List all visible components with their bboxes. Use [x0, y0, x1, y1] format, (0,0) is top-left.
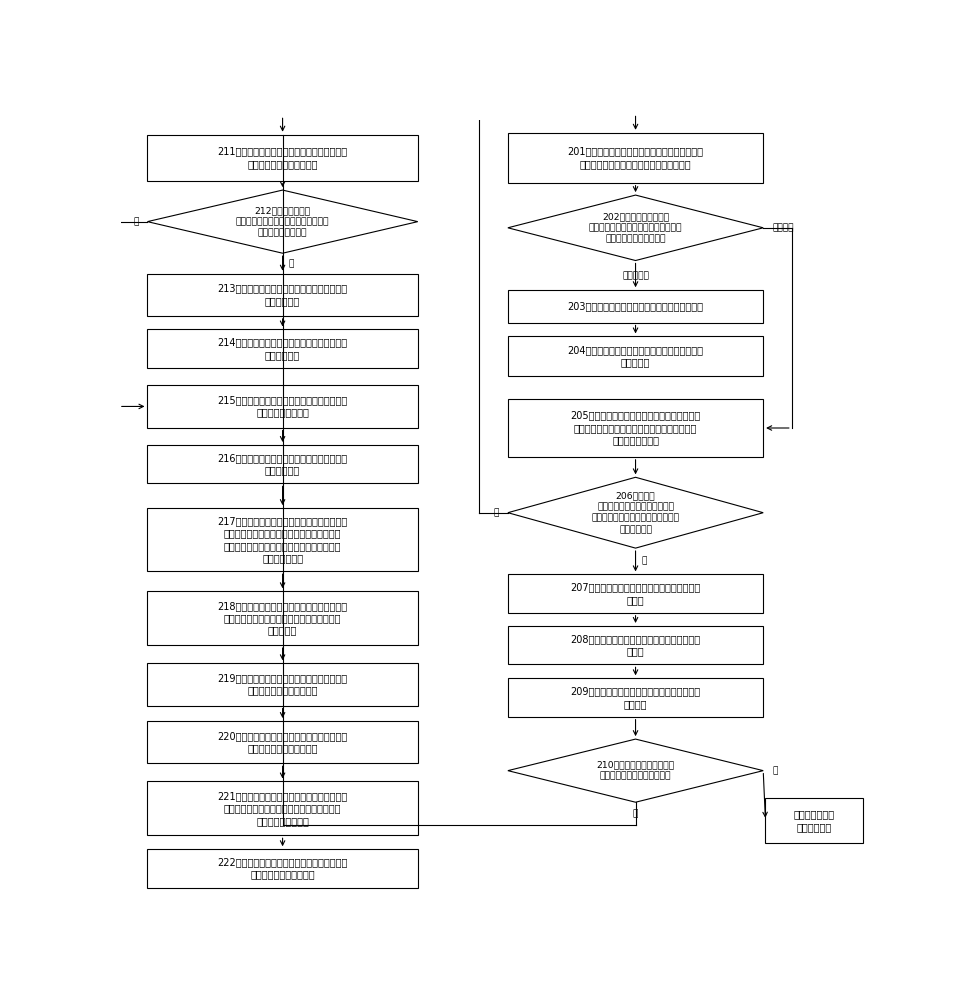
Text: 是: 是: [133, 217, 139, 226]
Text: 222、客户端关闭安全通道，清除安全域之外的
种子密钥和密钥生成因子: 222、客户端关闭安全通道，清除安全域之外的 种子密钥和密钥生成因子: [217, 857, 348, 880]
Bar: [147, 329, 418, 368]
Text: 216、运营管理平台将密钥下发请求发送给动态
口令管理平台: 216、运营管理平台将密钥下发请求发送给动态 口令管理平台: [217, 453, 348, 475]
Text: 验证未通过: 验证未通过: [622, 271, 649, 280]
Text: 213、安全管理平台通过安全控件向客户端发送
请求失败消息: 213、安全管理平台通过安全控件向客户端发送 请求失败消息: [217, 284, 348, 306]
Bar: [508, 626, 764, 664]
Text: 206、客户端
根据接收的验证成功消息，显示
验证成功的信息，判断移动终端是否
安装安全控件: 206、客户端 根据接收的验证成功消息，显示 验证成功的信息，判断移动终端是否 …: [591, 492, 679, 534]
Text: 是: 是: [633, 809, 639, 818]
Text: 203、运营管理平台将验证失败消息发送给客户端: 203、运营管理平台将验证失败消息发送给客户端: [568, 301, 703, 311]
Polygon shape: [508, 195, 764, 261]
Text: 否: 否: [641, 557, 647, 566]
Bar: [508, 399, 764, 457]
Polygon shape: [147, 190, 418, 253]
Text: 217、动态口令管理平台根据自身保存的计算种
子密钥的算法、种子密钥和令牌标识生成密钥
生成因子，并将密钥生成因子和令牌标识发送
给运营管理平台: 217、动态口令管理平台根据自身保存的计算种 子密钥的算法、种子密钥和令牌标识生…: [217, 516, 348, 563]
Text: 218、运营管理平台将令牌标识与用户名建立对
应关系，将密钥生成因子和令牌标识发送给安
全管理平台: 218、运营管理平台将令牌标识与用户名建立对 应关系，将密钥生成因子和令牌标识发…: [217, 601, 348, 636]
Bar: [147, 721, 418, 763]
Text: 205、运营管理平台将验证成功消息发送给客户
端，并将用户名具有允许下载种子密钥的标识发
送给安全管理平台: 205、运营管理平台将验证成功消息发送给客户 端，并将用户名具有允许下载种子密钥…: [571, 411, 701, 445]
Bar: [508, 678, 764, 717]
Bar: [508, 574, 764, 613]
Text: 204、客户端根据接收的验证失败消息，显示验证
失败的信息: 204、客户端根据接收的验证失败消息，显示验证 失败的信息: [568, 345, 703, 368]
Bar: [147, 849, 418, 888]
Text: 210、客户端通过安全控件判
断移动终端中是否具有安全域: 210、客户端通过安全控件判 断移动终端中是否具有安全域: [597, 761, 674, 781]
Text: 否: 否: [289, 259, 295, 268]
Text: 否: 否: [772, 766, 777, 775]
Text: 215、安全管理平台向运营管理平台发送包括用
户名的密钥下发请求: 215、安全管理平台向运营管理平台发送包括用 户名的密钥下发请求: [217, 395, 348, 418]
Text: 221、客户端通安全控件建立与安全域的安全通
道，调用安全控件通过安全通道将种子密钥和
令牌标识写入安全域: 221、客户端通安全控件建立与安全域的安全通 道，调用安全控件通过安全通道将种子…: [217, 791, 348, 826]
Bar: [147, 274, 418, 316]
Bar: [766, 798, 863, 843]
Text: 客户端显示没有
安全域，结束: 客户端显示没有 安全域，结束: [794, 810, 835, 832]
Text: 201、客户端获取用户名和密码，将用户名和密码
发送给运营管理平台，并对用户名进行保存: 201、客户端获取用户名和密码，将用户名和密码 发送给运营管理平台，并对用户名进…: [568, 147, 703, 169]
Bar: [508, 133, 764, 183]
Text: 219、安全管理平台将密钥生成因子和令牌标识
通过安全控件发送给客户端: 219、安全管理平台将密钥生成因子和令牌标识 通过安全控件发送给客户端: [217, 673, 348, 696]
Text: 211、客户端调用安全控件向安全管理平台发送
包括用户名的密钥下发请求: 211、客户端调用安全控件向安全管理平台发送 包括用户名的密钥下发请求: [217, 147, 348, 169]
Bar: [508, 336, 764, 376]
Bar: [147, 781, 418, 835]
Text: 220、客户端根据密钥生成因子和内置的计算种
子密钥的算法生成种子密钥: 220、客户端根据密钥生成因子和内置的计算种 子密钥的算法生成种子密钥: [217, 731, 348, 753]
Bar: [147, 591, 418, 645]
Text: 是: 是: [493, 508, 499, 517]
Text: 202、运营管理平台根据
自身保存的用户名和密码对来自客户端
的用户名和密码进行验证: 202、运营管理平台根据 自身保存的用户名和密码对来自客户端 的用户名和密码进行…: [589, 212, 682, 243]
Bar: [147, 135, 418, 181]
Bar: [147, 663, 418, 706]
Polygon shape: [508, 739, 764, 802]
Text: 212、安全管理平台
判断密钥下发请求中的用户名是否具有
下载种子密钥的条件: 212、安全管理平台 判断密钥下发请求中的用户名是否具有 下载种子密钥的条件: [235, 206, 329, 237]
Bar: [147, 385, 418, 428]
Text: 208、运营管理平台将安全控件安装文件发送给
客户端: 208、运营管理平台将安全控件安装文件发送给 客户端: [571, 634, 701, 656]
Text: 验证通过: 验证通过: [772, 223, 794, 232]
Text: 209、客户端根据接收的安全控件安装文件安装
安全控件: 209、客户端根据接收的安全控件安装文件安装 安全控件: [571, 686, 701, 709]
Bar: [147, 508, 418, 571]
Bar: [508, 290, 764, 323]
Text: 214、客户端根据接收的请求失败消息，显示请
求失败否信息: 214、客户端根据接收的请求失败消息，显示请 求失败否信息: [217, 337, 348, 360]
Text: 207、客户端向运营管理平台发送下载安全控件
的请求: 207、客户端向运营管理平台发送下载安全控件 的请求: [571, 582, 701, 605]
Polygon shape: [508, 477, 764, 548]
Bar: [147, 445, 418, 483]
